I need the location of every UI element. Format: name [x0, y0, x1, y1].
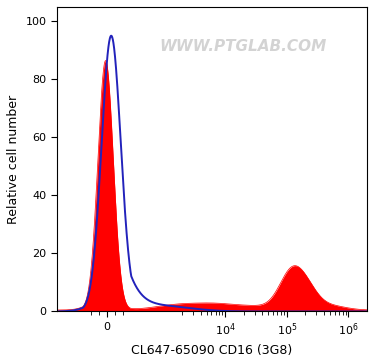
- Y-axis label: Relative cell number: Relative cell number: [7, 95, 20, 224]
- X-axis label: CL647-65090 CD16 (3G8): CL647-65090 CD16 (3G8): [131, 344, 292, 357]
- Text: WWW.PTGLAB.COM: WWW.PTGLAB.COM: [159, 39, 327, 54]
